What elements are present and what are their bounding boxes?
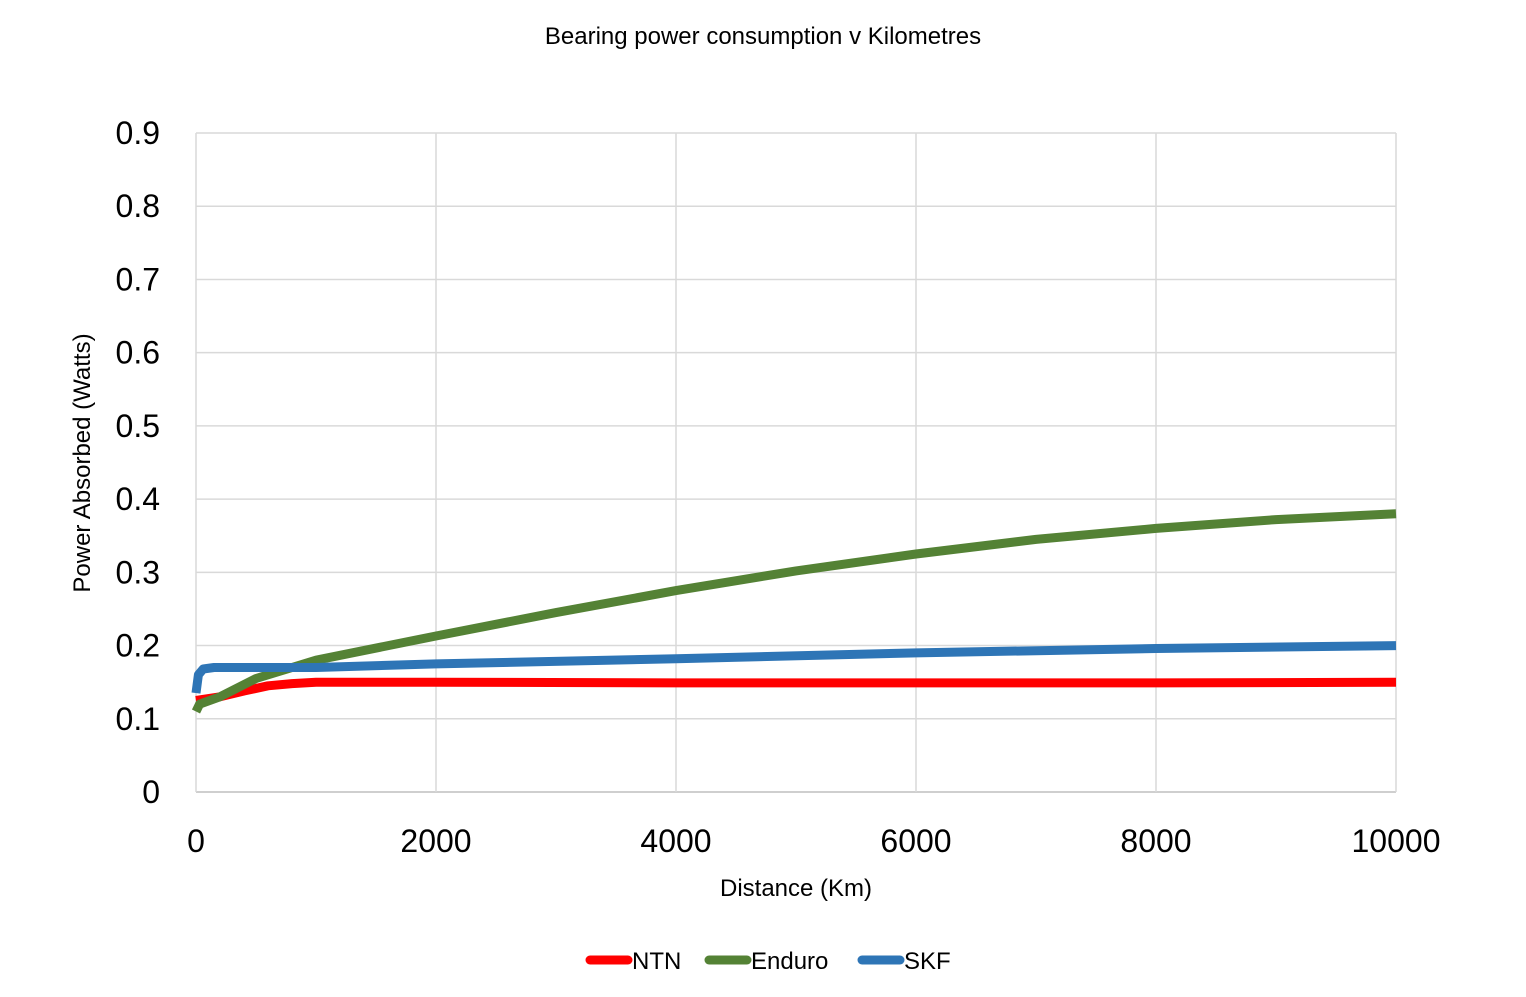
y-axis-label: Power Absorbed (Watts) — [69, 333, 96, 592]
y-tick-label: 0.3 — [116, 554, 160, 590]
legend-label-enduro: Enduro — [751, 948, 828, 975]
y-tick-label: 0 — [142, 774, 160, 810]
x-tick-label: 4000 — [640, 823, 711, 859]
x-tick-label: 8000 — [1120, 823, 1191, 859]
series-lines — [191, 509, 1397, 714]
x-axis-label: Distance (Km) — [720, 875, 872, 902]
x-tick-label: 2000 — [400, 823, 471, 859]
grid-lines — [195, 132, 1397, 793]
chart-title: Bearing power consumption v Kilometres — [545, 23, 981, 50]
y-tick-label: 0.5 — [116, 408, 160, 444]
series-line-skf — [191, 641, 1397, 694]
legend-label-ntn: NTN — [632, 948, 681, 975]
x-tick-labels: 0 2000 4000 6000 8000 10000 — [187, 823, 1440, 859]
series-line-enduro — [191, 509, 1397, 714]
x-tick-label: 6000 — [880, 823, 951, 859]
y-tick-label: 0.2 — [116, 628, 160, 664]
legend: NTN Enduro SKF — [585, 948, 951, 975]
y-tick-label: 0.1 — [116, 701, 160, 737]
y-tick-label: 0.4 — [116, 481, 160, 517]
legend-label-skf: SKF — [904, 948, 951, 975]
series-line-ntn — [195, 677, 1397, 705]
x-tick-label: 0 — [187, 823, 205, 859]
x-tick-label: 10000 — [1352, 823, 1441, 859]
y-tick-label: 0.9 — [116, 115, 160, 151]
y-tick-label: 0.6 — [116, 335, 160, 371]
y-tick-label: 0.7 — [116, 261, 160, 297]
y-tick-label: 0.8 — [116, 188, 160, 224]
y-tick-labels: 0 0.1 0.2 0.3 0.4 0.5 0.6 0.7 0.8 0.9 — [116, 115, 160, 810]
